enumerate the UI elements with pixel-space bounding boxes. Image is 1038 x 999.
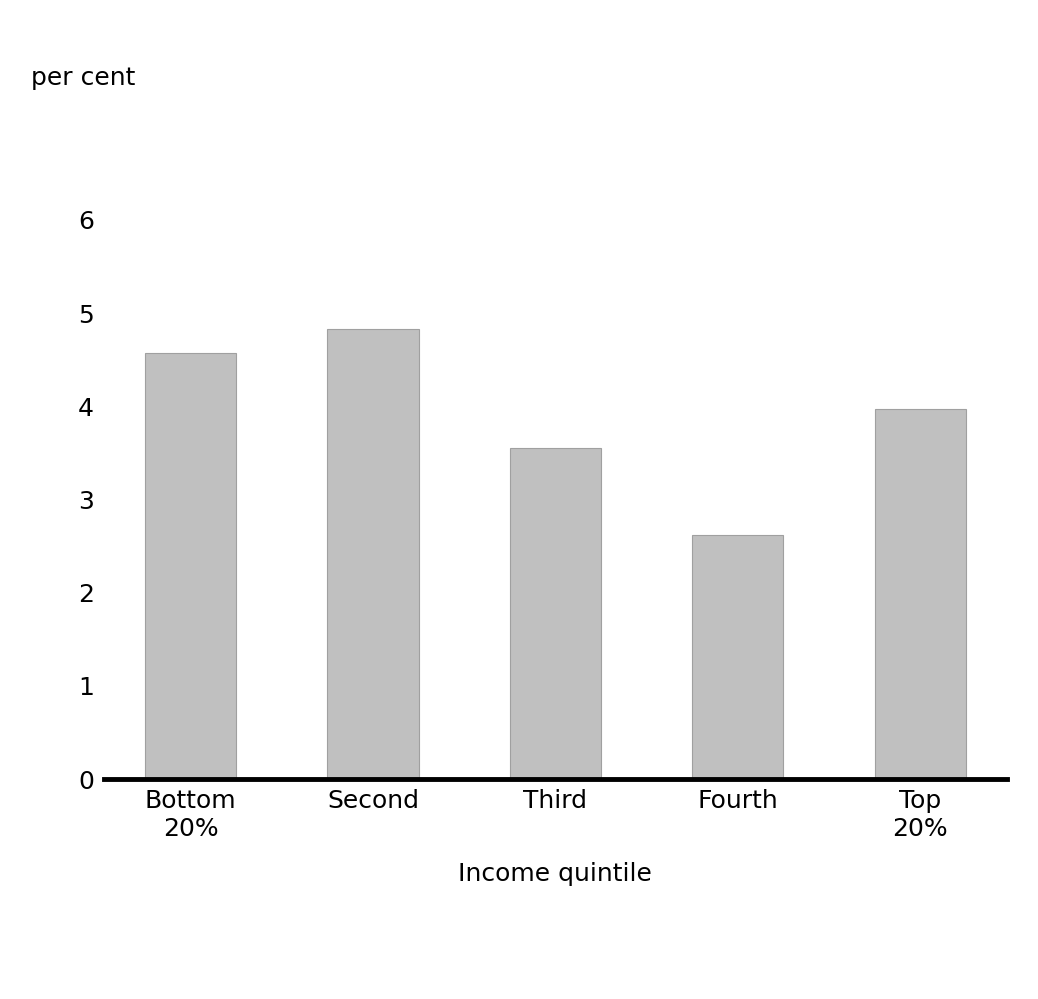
- X-axis label: Income quintile: Income quintile: [459, 861, 652, 885]
- Bar: [875, 409, 965, 779]
- Bar: [510, 449, 601, 779]
- Bar: [327, 329, 418, 779]
- Bar: [692, 534, 784, 779]
- Text: per cent: per cent: [31, 66, 136, 90]
- Bar: [145, 353, 236, 779]
